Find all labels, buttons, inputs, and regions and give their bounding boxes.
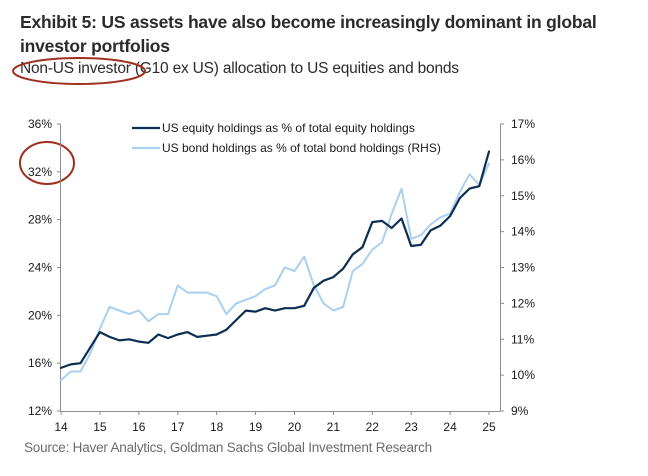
x-tick-label: 15 xyxy=(93,420,107,434)
x-tick-label: 23 xyxy=(405,420,419,434)
left-tick-label: 20% xyxy=(28,308,52,322)
left-tick-label: 36% xyxy=(28,117,52,131)
annotation-ellipse-32pct xyxy=(19,141,75,185)
right-tick-label: 11% xyxy=(511,332,534,346)
chart-title: Exhibit 5: US assets have also become in… xyxy=(20,12,597,56)
series-line-bond xyxy=(60,162,490,382)
source-note: Source: Haver Analytics, Goldman Sachs G… xyxy=(24,440,432,455)
left-axis-ticks: 12% 16% 20% 24% 28% 32% 36% xyxy=(28,117,61,418)
left-tick-label: 16% xyxy=(28,356,52,370)
x-tick-label: 24 xyxy=(443,420,457,434)
right-tick-label: 10% xyxy=(511,368,535,382)
x-tick-label: 25 xyxy=(482,420,496,434)
x-tick-label: 17 xyxy=(171,420,185,434)
legend: US equity holdings as % of total equity … xyxy=(132,121,441,155)
right-tick-label: 14% xyxy=(511,225,535,239)
left-tick-label: 32% xyxy=(28,165,52,179)
legend-label-bond: US bond holdings as % of total bond hold… xyxy=(162,141,441,155)
right-tick-label: 13% xyxy=(511,261,535,275)
annotation-ellipse-subtitle xyxy=(12,57,146,85)
right-axis-ticks: 9% 10% 11% 12% 13% 14% 15% 16% 17% xyxy=(500,117,535,418)
x-axis-ticks: 14 15 16 17 18 19 20 21 22 23 24 25 xyxy=(54,411,496,434)
x-tick-label: 18 xyxy=(210,420,224,434)
right-tick-label: 12% xyxy=(511,296,535,310)
left-tick-label: 24% xyxy=(28,261,52,275)
right-tick-label: 9% xyxy=(511,404,529,418)
legend-label-equity: US equity holdings as % of total equity … xyxy=(162,121,415,135)
chart-subtitle: Non-US investor (G10 ex US) allocation t… xyxy=(20,60,459,77)
x-tick-label: 16 xyxy=(132,420,146,434)
right-tick-label: 16% xyxy=(511,153,535,167)
x-tick-label: 14 xyxy=(54,420,68,434)
x-tick-label: 20 xyxy=(288,420,302,434)
left-tick-label: 12% xyxy=(28,404,52,418)
left-tick-label: 28% xyxy=(28,213,52,227)
series-layer xyxy=(59,150,491,382)
right-tick-label: 17% xyxy=(511,117,535,131)
x-tick-label: 22 xyxy=(366,420,380,434)
right-tick-label: 15% xyxy=(511,189,535,203)
series-line-equity xyxy=(59,150,491,369)
x-tick-label: 21 xyxy=(327,420,341,434)
x-tick-label: 19 xyxy=(249,420,263,434)
